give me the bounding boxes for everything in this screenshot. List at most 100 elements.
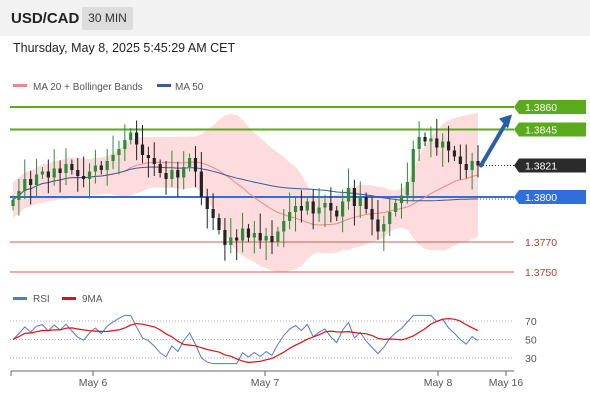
candle-body [476,161,480,166]
candle-body [441,141,445,148]
rsi-line [12,314,479,365]
forecast-arrow-shaft [479,117,510,168]
candle-body [358,197,362,206]
currency-pair-title: USD/CAD [11,10,80,27]
candle-body [70,164,74,170]
candle-body [111,155,115,161]
legend-swatch-rsi [13,297,27,300]
level-tag-1.3800 [514,190,586,204]
candle-body [305,201,309,211]
forecast-arrow-head [499,114,512,129]
candle-body [135,132,139,145]
legend-swatch-9ma [62,297,76,300]
chart-datetime: Thursday, May 8, 2025 5:45:29 AM CET [13,41,236,55]
candle-body [164,173,168,179]
candle-body [52,168,56,178]
candle-body [411,149,415,182]
rsi-tick-70: 70 [525,316,537,328]
legend-9ma: 9MA [82,294,103,305]
legend-swatch-ma50 [157,84,171,87]
candle-body [446,141,451,151]
x-tick-label: May 16 [489,377,524,389]
candle-body [329,203,333,211]
candle-body [423,137,427,142]
candle-body [158,164,162,173]
candle-body [235,237,239,241]
candle-body [435,138,439,148]
candle-body [105,161,109,170]
candle-body [58,168,62,173]
legend-rsi: RSI [33,294,50,305]
candle-body [187,158,192,167]
candle-body [223,230,227,245]
candle-body [335,210,339,217]
candle-body [464,164,468,170]
candle-body [146,155,150,158]
candle-body [246,228,251,238]
candle-body [140,144,145,155]
candle-body [341,201,345,217]
candle-body [282,221,286,232]
candle-body [370,209,374,220]
candle-body [405,182,409,196]
x-tick-label: May 6 [79,377,108,389]
legend-swatch-ma20 [13,84,27,87]
candle-body [193,158,198,172]
candle-body [152,158,156,164]
candle-body [470,161,474,170]
candle-body [40,171,45,175]
candle-body [270,236,274,242]
level-label-1.3800: 1.3800 [525,192,557,204]
candle-body [276,231,280,242]
candle-body [170,170,174,179]
x-tick-label: May 7 [251,377,280,389]
candle-body [34,174,39,185]
level-label-1.3770: 1.3770 [525,237,557,249]
candle-body [240,228,245,241]
legend-ma20-bollinger: MA 20 + Bollinger Bands [33,82,143,93]
candle-body [176,170,180,178]
rsi-tick-50: 50 [525,335,537,347]
current-price-label: 1.3821 [525,161,557,173]
candle-body [311,201,315,214]
candle-body [364,197,368,209]
level-label-1.3750: 1.3750 [525,267,557,279]
candle-body [258,233,262,241]
rsi-tick-30: 30 [525,353,537,365]
candle-body [429,138,433,142]
candle-body [29,179,33,185]
candle-body [317,207,321,214]
candle-body [452,150,457,157]
level-tag-1.3845 [514,122,586,137]
candle-body [293,206,298,212]
candle-body [229,237,233,245]
x-tick-label: May 8 [424,377,453,389]
candle-body [323,203,327,208]
candle-body [376,219,380,232]
candle-body [205,197,209,209]
candle-body [299,206,304,211]
chart-header: USD/CAD 30 MIN [0,0,590,36]
level-label-1.3845: 1.3845 [525,125,557,137]
candle-body [417,137,421,149]
candle-body [199,171,203,197]
candle-body [288,212,292,221]
current-price-tag [514,158,586,173]
candle-body [46,171,50,178]
candle-body [352,188,356,206]
candle-body [393,203,398,212]
candle-body [346,188,351,202]
level-label-1.3860: 1.3860 [525,102,557,114]
candle-body [11,200,15,206]
candle-body [211,209,215,218]
candle-body [217,218,221,230]
candle-body [264,236,268,241]
rsi-9ma-line [12,317,479,364]
legend-ma50: MA 50 [175,82,204,93]
bollinger-band [13,113,478,273]
candle-body [129,132,133,140]
candle-body [64,164,68,173]
candle-body [382,224,386,232]
timeframe-button[interactable]: 30 MIN [82,7,133,30]
